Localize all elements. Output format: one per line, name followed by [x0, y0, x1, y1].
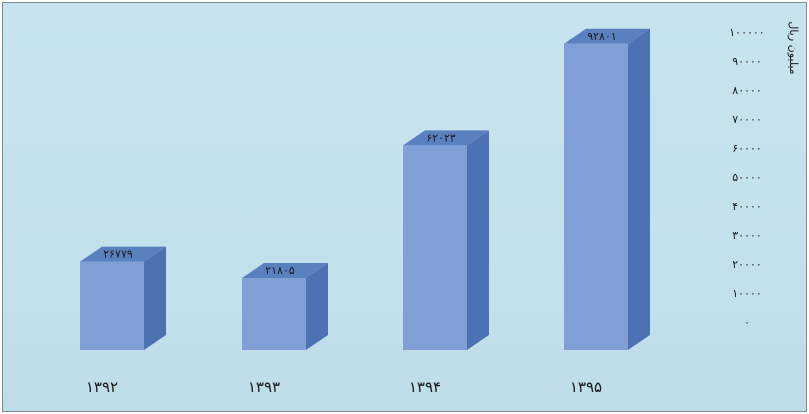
data-label: ۶۲۰۲۳ [426, 131, 456, 144]
bar [564, 43, 628, 350]
y-tick-label: ۱۰۰۰۰ [732, 287, 762, 300]
y-tick-label: ۵۰۰۰۰ [732, 171, 762, 184]
data-label: ۹۲۸۰۱ [587, 30, 617, 43]
bar-side [306, 263, 328, 350]
x-tick-label: ۱۳۹۳ [248, 378, 280, 396]
bar-top [80, 246, 166, 262]
y-tick-label: ۱۰۰۰۰۰ [729, 26, 764, 39]
y-tick-label: ۰ [744, 316, 750, 329]
x-tick-label: ۱۳۹۵ [570, 378, 602, 396]
data-label: ۲۶۷۷۹ [103, 248, 133, 261]
bar [242, 278, 306, 350]
bar [403, 145, 467, 350]
y-tick-label: ۷۰۰۰۰ [732, 113, 762, 126]
bar-side [467, 130, 489, 350]
y-tick-label: ۹۰۰۰۰ [732, 55, 762, 68]
bar-top [242, 263, 328, 279]
y-tick-label: ۳۰۰۰۰ [732, 229, 762, 242]
x-tick-label: ۱۳۹۴ [409, 378, 441, 396]
y-tick-label: ۴۰۰۰۰ [732, 200, 762, 213]
bar-top [564, 28, 650, 44]
y-tick-label: ۲۰۰۰۰ [732, 258, 762, 271]
x-tick-label: ۱۳۹۲ [86, 378, 118, 396]
y-tick-label: ۸۰۰۰۰ [732, 84, 762, 97]
data-label: ۲۱۸۰۵ [265, 264, 295, 277]
bar-top [403, 130, 489, 146]
y-tick-label: ۶۰۰۰۰ [732, 142, 762, 155]
y-axis-label: میلیون ریال [787, 21, 800, 74]
bar [80, 261, 144, 350]
bar-side [628, 28, 650, 350]
bar-side [144, 246, 166, 350]
